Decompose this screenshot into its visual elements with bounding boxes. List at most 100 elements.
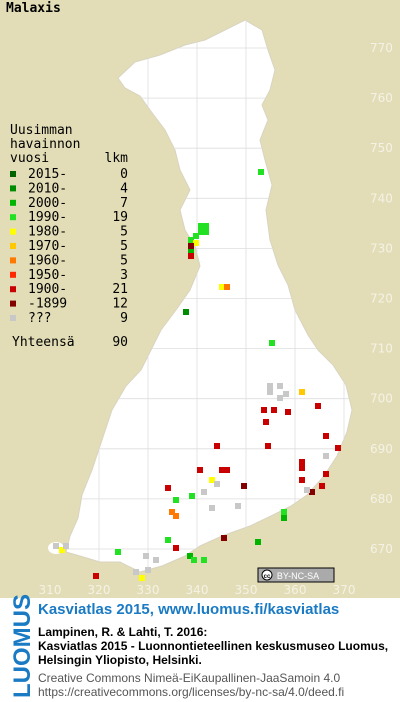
legend-label: 1970- bbox=[28, 239, 67, 254]
legend-label: 1980- bbox=[28, 225, 67, 240]
occurrence-square bbox=[189, 493, 195, 499]
occurrence-square bbox=[258, 169, 264, 175]
occurrence-square bbox=[319, 483, 325, 489]
legend-count: 12 bbox=[112, 297, 128, 312]
citation-line: Kasviatlas 2015 - Luonnontieteellinen ke… bbox=[38, 639, 388, 653]
occurrence-square bbox=[93, 573, 99, 579]
svg-text:cc: cc bbox=[264, 574, 271, 580]
legend-label: 1960- bbox=[28, 253, 67, 268]
occurrence-square bbox=[267, 383, 273, 389]
occurrence-square bbox=[214, 481, 220, 487]
legend-count: 9 bbox=[120, 311, 128, 326]
legend-count: 0 bbox=[120, 167, 128, 182]
species-title: Malaxis bbox=[6, 1, 61, 16]
easting-label: 340 bbox=[186, 583, 209, 597]
northing-label: 690 bbox=[370, 442, 393, 456]
easting-label: 370 bbox=[333, 583, 356, 597]
badge-text: BY-NC-SA bbox=[277, 571, 319, 581]
occurrence-square bbox=[165, 537, 171, 543]
northing-label: 680 bbox=[370, 492, 393, 506]
occurrence-square bbox=[133, 569, 139, 575]
easting-label: 330 bbox=[137, 583, 160, 597]
occurrence-square bbox=[188, 249, 194, 255]
citation-line: Lampinen, R. & Lahti, T. 2016: bbox=[38, 625, 207, 639]
legend-swatch bbox=[10, 243, 16, 249]
legend-count: 19 bbox=[112, 210, 128, 225]
legend-count: 5 bbox=[120, 225, 128, 240]
occurrence-square bbox=[269, 340, 275, 346]
occurrence-square bbox=[201, 557, 207, 563]
northing-label: 770 bbox=[370, 41, 393, 55]
occurrence-square bbox=[173, 545, 179, 551]
occurrence-square bbox=[309, 489, 315, 495]
easting-label: 350 bbox=[235, 583, 258, 597]
occurrence-square bbox=[277, 383, 283, 389]
occurrence-square bbox=[335, 445, 341, 451]
occurrence-square bbox=[255, 539, 261, 545]
occurrence-square bbox=[283, 391, 289, 397]
legend-swatch bbox=[10, 228, 16, 235]
legend-swatch bbox=[10, 271, 16, 278]
occurrence-square bbox=[143, 553, 149, 559]
luomus-logo: LUOMUS bbox=[9, 594, 36, 698]
northing-label: 720 bbox=[370, 292, 393, 306]
occurrence-square bbox=[193, 233, 199, 239]
occurrence-square bbox=[224, 284, 230, 290]
legend-label: ??? bbox=[28, 311, 51, 326]
northing-label: 710 bbox=[370, 342, 393, 356]
occurrence-square bbox=[323, 453, 329, 459]
occurrence-square bbox=[59, 547, 65, 553]
legend-swatch bbox=[10, 185, 16, 192]
occurrence-square bbox=[183, 309, 189, 315]
occurrence-square bbox=[193, 240, 199, 246]
occurrence-square bbox=[198, 229, 204, 235]
occurrence-square bbox=[235, 503, 241, 509]
legend-count: 5 bbox=[120, 239, 128, 254]
atlas-link[interactable]: Kasviatlas 2015, www.luomus.fi/kasviatla… bbox=[38, 601, 339, 618]
legend-count: 7 bbox=[120, 196, 128, 211]
license-line[interactable]: https://creativecommons.org/licenses/by-… bbox=[38, 685, 344, 699]
occurrence-square bbox=[221, 535, 227, 541]
easting-label: 310 bbox=[39, 583, 62, 597]
occurrence-square bbox=[209, 477, 215, 483]
occurrence-square bbox=[271, 407, 277, 413]
occurrence-square bbox=[263, 419, 269, 425]
occurrence-square bbox=[165, 485, 171, 491]
occurrence-square bbox=[219, 467, 225, 473]
occurrence-square bbox=[201, 489, 207, 495]
northing-label: 740 bbox=[370, 191, 393, 205]
occurrence-square bbox=[53, 543, 59, 549]
occurrence-square bbox=[203, 229, 209, 235]
legend-label: 2010- bbox=[28, 181, 67, 196]
occurrence-square bbox=[191, 557, 197, 563]
legend-count: 5 bbox=[120, 253, 128, 268]
legend-swatch bbox=[10, 257, 16, 264]
legend-count: 21 bbox=[112, 282, 128, 297]
occurrence-square bbox=[145, 567, 151, 573]
occurrence-square bbox=[299, 459, 305, 465]
occurrence-square bbox=[315, 403, 321, 409]
occurrence-square bbox=[214, 443, 220, 449]
northing-label: 730 bbox=[370, 241, 393, 255]
occurrence-square bbox=[323, 433, 329, 439]
legend-swatch bbox=[10, 214, 16, 221]
occurrence-square bbox=[187, 553, 193, 559]
occurrence-square bbox=[267, 389, 273, 395]
legend-label: 2000- bbox=[28, 196, 67, 211]
occurrence-square bbox=[299, 477, 305, 483]
occurrence-square bbox=[115, 549, 121, 555]
legend-label: 1990- bbox=[28, 210, 67, 225]
finland-outline bbox=[65, 19, 353, 573]
northing-label: 670 bbox=[370, 542, 393, 556]
legend-swatch bbox=[10, 171, 16, 177]
legend-label: 2015- bbox=[28, 167, 67, 182]
legend-label: 1900- bbox=[28, 282, 67, 297]
legend-count: 3 bbox=[120, 268, 128, 283]
occurrence-square bbox=[224, 467, 230, 473]
legend-count-heading: lkm bbox=[105, 151, 129, 166]
occurrence-square bbox=[153, 557, 159, 563]
license-line: Creative Commons Nimeä-EiKaupallinen-Jaa… bbox=[38, 671, 340, 685]
cc-badge: cc BY-NC-SA bbox=[257, 567, 335, 583]
